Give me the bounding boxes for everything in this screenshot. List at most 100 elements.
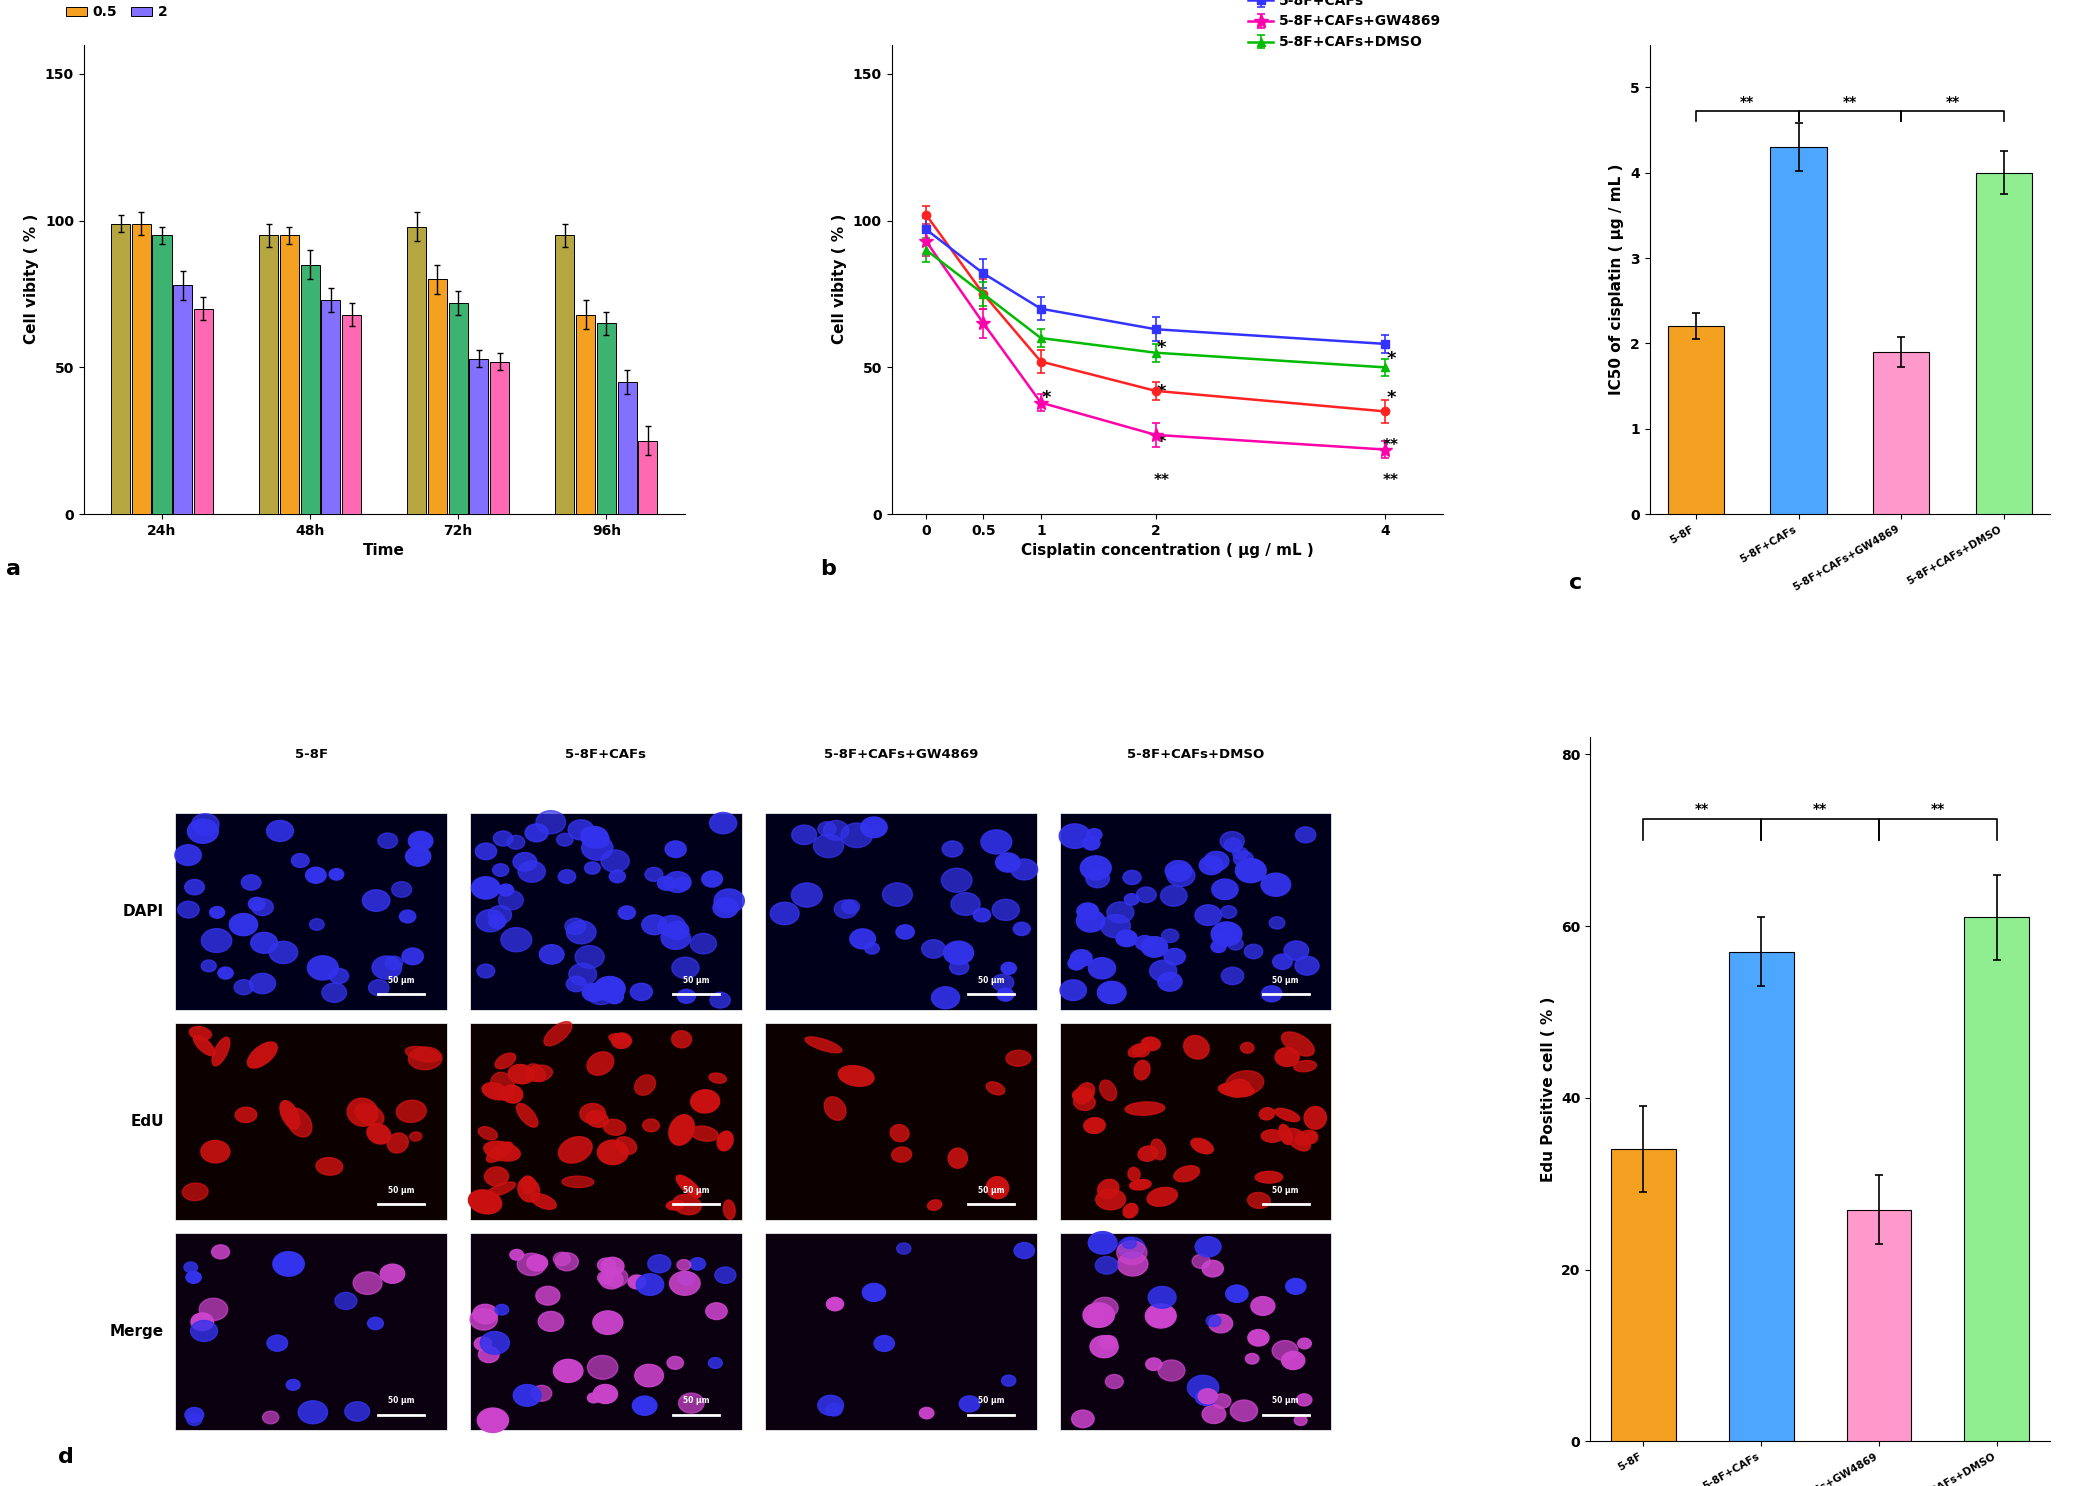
Circle shape: [1100, 1336, 1117, 1349]
Circle shape: [594, 1385, 617, 1403]
Circle shape: [1002, 963, 1017, 975]
Circle shape: [1167, 865, 1195, 886]
Circle shape: [310, 918, 324, 930]
Ellipse shape: [188, 1027, 211, 1040]
Text: *: *: [1042, 389, 1052, 407]
Circle shape: [605, 990, 623, 1003]
Circle shape: [1088, 1232, 1117, 1254]
Ellipse shape: [824, 1097, 845, 1120]
Circle shape: [1205, 851, 1228, 871]
Circle shape: [487, 905, 513, 924]
Circle shape: [1159, 1360, 1184, 1380]
Ellipse shape: [1184, 1036, 1209, 1060]
Circle shape: [669, 1272, 701, 1296]
Circle shape: [1295, 957, 1320, 975]
Bar: [176, 813, 448, 1010]
Circle shape: [950, 960, 969, 975]
Text: 50 μm: 50 μm: [682, 1186, 709, 1195]
Ellipse shape: [563, 1177, 594, 1187]
Circle shape: [1199, 856, 1224, 875]
Text: 50 μm: 50 μm: [389, 976, 414, 985]
Circle shape: [1084, 837, 1100, 850]
Circle shape: [1270, 917, 1284, 929]
Ellipse shape: [479, 1126, 498, 1140]
Circle shape: [1226, 1285, 1249, 1302]
Circle shape: [540, 945, 565, 964]
Circle shape: [1222, 906, 1236, 918]
Ellipse shape: [525, 1065, 552, 1082]
Circle shape: [586, 982, 615, 1005]
Circle shape: [1077, 909, 1105, 932]
Circle shape: [471, 1309, 498, 1330]
Bar: [408, 226, 427, 514]
Ellipse shape: [1255, 1171, 1282, 1183]
Bar: [341, 315, 362, 514]
Circle shape: [567, 921, 596, 944]
Circle shape: [1086, 869, 1109, 887]
Ellipse shape: [676, 1175, 701, 1198]
Circle shape: [665, 921, 688, 939]
Ellipse shape: [1282, 1031, 1314, 1057]
Circle shape: [860, 817, 887, 838]
Ellipse shape: [579, 1104, 605, 1123]
Circle shape: [291, 853, 310, 868]
Bar: [471, 1024, 743, 1220]
Circle shape: [1107, 902, 1134, 923]
Circle shape: [588, 1392, 600, 1403]
Circle shape: [1211, 921, 1243, 947]
Circle shape: [554, 1253, 577, 1271]
Circle shape: [266, 820, 293, 841]
Text: 50 μm: 50 μm: [1272, 1186, 1299, 1195]
Circle shape: [475, 843, 496, 860]
Circle shape: [1100, 914, 1130, 938]
Text: **: **: [1931, 802, 1946, 816]
Text: 5-8F+CAFs+GW4869: 5-8F+CAFs+GW4869: [824, 749, 977, 761]
Circle shape: [322, 982, 347, 1003]
Circle shape: [594, 976, 626, 1000]
Bar: [1667, 327, 1724, 514]
Bar: [1770, 147, 1826, 514]
Circle shape: [477, 909, 504, 932]
Ellipse shape: [559, 1137, 592, 1164]
Ellipse shape: [1096, 1189, 1125, 1210]
Circle shape: [582, 835, 613, 860]
Ellipse shape: [690, 1089, 720, 1113]
Circle shape: [473, 1305, 498, 1324]
Circle shape: [1059, 823, 1090, 849]
Ellipse shape: [490, 1073, 515, 1100]
Circle shape: [1061, 979, 1086, 1000]
Circle shape: [481, 1331, 510, 1354]
Ellipse shape: [1261, 1129, 1282, 1143]
Circle shape: [1261, 874, 1291, 896]
Circle shape: [582, 828, 600, 843]
Ellipse shape: [234, 1107, 257, 1122]
Circle shape: [605, 1268, 628, 1287]
Text: c: c: [1569, 574, 1584, 593]
Circle shape: [996, 853, 1021, 872]
Circle shape: [554, 1360, 584, 1382]
Bar: [1872, 352, 1929, 514]
Ellipse shape: [1259, 1107, 1274, 1120]
Circle shape: [1002, 1375, 1017, 1386]
Circle shape: [661, 926, 690, 950]
Circle shape: [705, 1303, 728, 1320]
Ellipse shape: [718, 1131, 732, 1150]
Bar: [153, 235, 172, 514]
Ellipse shape: [1287, 1128, 1310, 1150]
Ellipse shape: [1073, 1094, 1096, 1110]
Circle shape: [406, 847, 431, 866]
Text: **: **: [1383, 473, 1400, 487]
Circle shape: [998, 988, 1015, 1002]
Circle shape: [299, 1401, 328, 1424]
Circle shape: [582, 826, 609, 847]
Circle shape: [659, 915, 686, 938]
Circle shape: [287, 1379, 299, 1391]
Circle shape: [368, 1317, 383, 1330]
X-axis label: Time: Time: [364, 544, 406, 559]
Ellipse shape: [985, 1177, 1008, 1199]
Circle shape: [1297, 1394, 1312, 1406]
Bar: [469, 358, 490, 514]
Circle shape: [582, 984, 605, 1002]
Circle shape: [1088, 1308, 1107, 1323]
Circle shape: [715, 1268, 736, 1284]
